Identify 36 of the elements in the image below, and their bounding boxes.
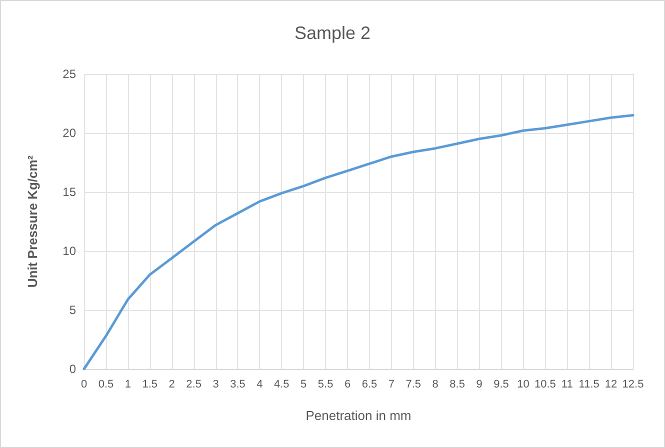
x-tick-label: 4.5	[274, 378, 290, 390]
x-tick-label: 10	[517, 378, 530, 390]
x-tick-label: 3.5	[230, 378, 246, 390]
x-tick-label: 3	[212, 378, 219, 390]
x-tick-label: 0	[80, 378, 88, 390]
x-tick-label: 11.5	[578, 378, 600, 390]
y-tick-label: 5	[69, 303, 76, 317]
x-tick-label: 7	[388, 378, 395, 390]
y-tick-label: 0	[69, 362, 76, 376]
line-series	[82, 114, 634, 370]
x-tick-label: 6	[344, 378, 351, 390]
x-axis-title: Penetration in mm	[306, 408, 412, 423]
x-tick-label: 1	[124, 378, 131, 390]
x-tick-label: 9	[476, 378, 482, 390]
x-tick-label: 6.5	[362, 378, 378, 390]
x-tick-label: 7.5	[406, 378, 422, 390]
x-tick-label: 8	[432, 378, 438, 390]
x-tick-label: 5.5	[318, 378, 334, 390]
x-tick-label: 0.5	[98, 378, 114, 390]
x-tick-label: 12.5	[622, 378, 644, 390]
x-tick-label: 4	[256, 378, 263, 390]
x-tick-label: 2.5	[186, 378, 202, 390]
y-tick-label: 20	[62, 126, 76, 140]
x-tick-label: 5	[300, 378, 307, 390]
y-tick-label: 10	[62, 244, 76, 258]
x-tick-label: 12	[604, 378, 618, 390]
x-tick-label: 10.5	[534, 378, 556, 390]
x-tick-label: 8.5	[450, 378, 465, 390]
x-tick-label: 1.5	[142, 378, 158, 390]
chart-title: Sample 2	[294, 23, 371, 43]
y-tick-label: 15	[62, 185, 76, 199]
x-tick-label: 2	[168, 378, 175, 390]
x-tick-label: 11	[561, 378, 573, 390]
y-tick-label: 25	[62, 67, 76, 81]
y-axis-title: Unit Pressure Kg/cm²	[25, 154, 40, 288]
x-tick-label: 9.5	[494, 378, 509, 390]
